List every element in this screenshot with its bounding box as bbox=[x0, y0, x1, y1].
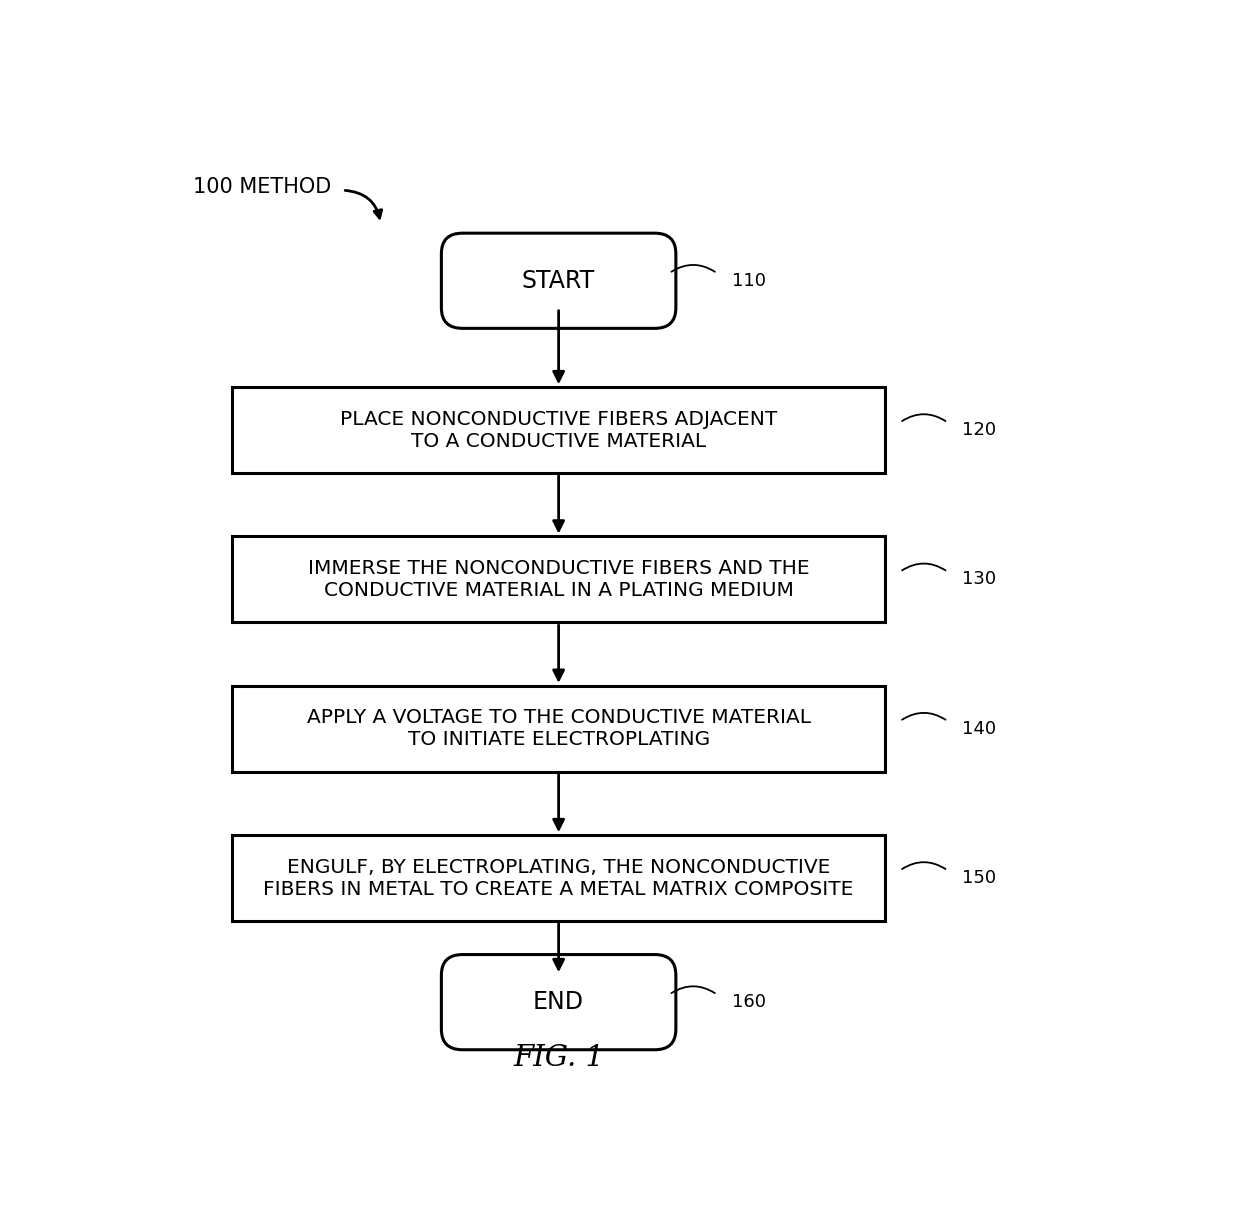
FancyArrowPatch shape bbox=[345, 190, 382, 218]
Text: PLACE NONCONDUCTIVE FIBERS ADJACENT
TO A CONDUCTIVE MATERIAL: PLACE NONCONDUCTIVE FIBERS ADJACENT TO A… bbox=[340, 410, 777, 451]
FancyBboxPatch shape bbox=[441, 955, 676, 1050]
Text: 130: 130 bbox=[962, 571, 997, 588]
Text: 160: 160 bbox=[732, 993, 765, 1011]
Bar bbox=[232, 537, 885, 622]
Text: ENGULF, BY ELECTROPLATING, THE NONCONDUCTIVE
FIBERS IN METAL TO CREATE A METAL M: ENGULF, BY ELECTROPLATING, THE NONCONDUC… bbox=[263, 858, 854, 898]
Text: 110: 110 bbox=[732, 271, 765, 290]
Text: START: START bbox=[522, 269, 595, 293]
Text: 150: 150 bbox=[962, 869, 997, 887]
Text: APPLY A VOLTAGE TO THE CONDUCTIVE MATERIAL
TO INITIATE ELECTROPLATING: APPLY A VOLTAGE TO THE CONDUCTIVE MATERI… bbox=[306, 708, 811, 749]
Bar bbox=[232, 835, 885, 921]
Text: END: END bbox=[533, 990, 584, 1014]
Text: IMMERSE THE NONCONDUCTIVE FIBERS AND THE
CONDUCTIVE MATERIAL IN A PLATING MEDIUM: IMMERSE THE NONCONDUCTIVE FIBERS AND THE… bbox=[308, 559, 810, 600]
Bar bbox=[232, 686, 885, 772]
FancyBboxPatch shape bbox=[441, 233, 676, 328]
Text: 120: 120 bbox=[962, 421, 997, 439]
Bar bbox=[232, 387, 885, 473]
Text: 140: 140 bbox=[962, 720, 997, 738]
Text: FIG. 1: FIG. 1 bbox=[513, 1045, 604, 1073]
Text: 100 METHOD: 100 METHOD bbox=[193, 177, 331, 198]
